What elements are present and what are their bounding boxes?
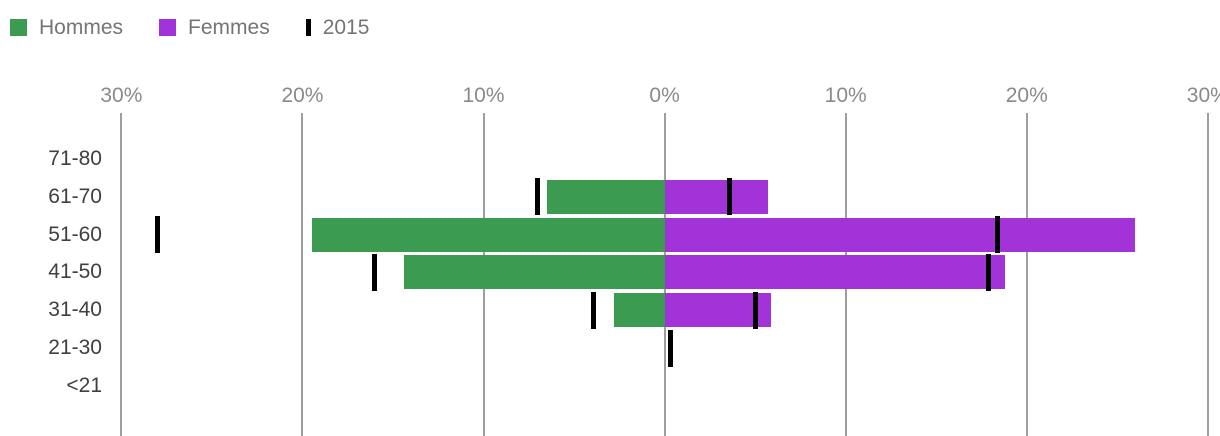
category-label: 21-30 bbox=[48, 336, 102, 359]
femmes-swatch-icon bbox=[159, 19, 177, 36]
marker-2015-femmes[interactable] bbox=[986, 253, 992, 291]
bar-femmes[interactable] bbox=[664, 179, 768, 214]
x-axis-tick-label: 30% bbox=[1186, 84, 1220, 107]
legend-label-femmes: Femmes bbox=[188, 16, 270, 39]
legend-item-hommes: Hommes bbox=[10, 17, 123, 38]
x-axis-tick-label: 30% bbox=[100, 84, 143, 107]
bar-hommes[interactable] bbox=[311, 217, 665, 252]
marker-2015-femmes[interactable] bbox=[727, 178, 733, 216]
marker-2015-hommes[interactable] bbox=[155, 216, 161, 254]
category-label: 41-50 bbox=[48, 260, 102, 284]
marker-2015-swatch-icon bbox=[305, 19, 311, 36]
legend-label-2015: 2015 bbox=[322, 16, 370, 39]
bar-femmes[interactable] bbox=[664, 255, 1005, 290]
legend-item-femmes: Femmes bbox=[159, 17, 270, 38]
category-label: 61-70 bbox=[48, 184, 102, 208]
gridline bbox=[120, 113, 123, 436]
marker-2015-hommes[interactable] bbox=[372, 253, 378, 291]
marker-2015-femmes[interactable] bbox=[667, 329, 673, 367]
hommes-swatch-icon bbox=[10, 19, 27, 36]
legend-item-2015: 2015 bbox=[305, 16, 370, 39]
gridline bbox=[1206, 113, 1209, 436]
x-axis-tick-label: 10% bbox=[824, 84, 867, 107]
marker-2015-femmes[interactable] bbox=[752, 291, 758, 329]
category-label: 31-40 bbox=[48, 298, 102, 322]
bar-hommes[interactable] bbox=[613, 293, 665, 328]
gridline bbox=[1025, 113, 1028, 436]
legend-label-hommes: Hommes bbox=[39, 16, 124, 39]
category-label: <21 bbox=[66, 373, 102, 397]
bar-hommes[interactable] bbox=[403, 255, 665, 290]
gridline bbox=[301, 113, 304, 436]
chart-legend: Hommes Femmes 2015 bbox=[10, 17, 369, 38]
bar-hommes[interactable] bbox=[546, 179, 665, 214]
x-axis-tick-label: 20% bbox=[1005, 84, 1048, 107]
x-axis-tick-label: 0% bbox=[649, 84, 680, 107]
marker-2015-hommes[interactable] bbox=[591, 291, 597, 329]
bar-femmes[interactable] bbox=[664, 217, 1136, 252]
marker-2015-femmes[interactable] bbox=[995, 216, 1001, 254]
x-axis-tick-label: 10% bbox=[462, 84, 505, 107]
marker-2015-hommes[interactable] bbox=[535, 178, 541, 216]
x-axis-tick-label: 20% bbox=[281, 84, 324, 107]
category-label: 71-80 bbox=[48, 147, 102, 170]
category-label: 51-60 bbox=[48, 222, 102, 246]
